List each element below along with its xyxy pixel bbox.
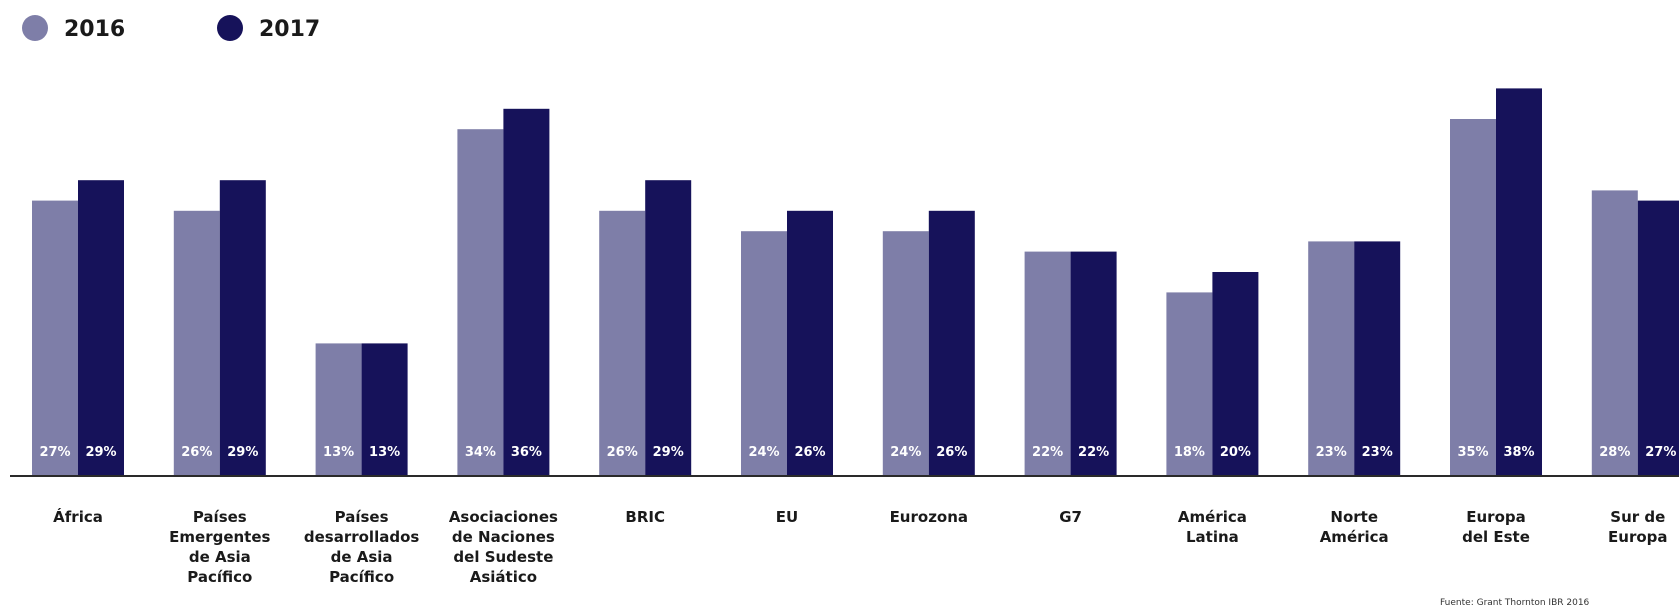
legend-label-2016: 2016: [64, 17, 125, 42]
category-label: África: [53, 507, 103, 526]
bar-value-label: 34%: [465, 445, 496, 460]
bar-value-label: 27%: [1645, 445, 1676, 460]
bar-2016-1: [173, 210, 220, 477]
bar-value-label: 29%: [227, 445, 258, 460]
bar-2017-3: [503, 108, 550, 477]
bar-2016-3: [457, 129, 504, 476]
bar-value-label: 26%: [794, 445, 825, 460]
bar-2016-10: [1450, 119, 1496, 476]
category-label: Países desarrollados de Asia Pacífico: [304, 508, 420, 586]
category-label: G7: [1059, 508, 1082, 526]
bar-2016-2: [315, 343, 362, 476]
bar-value-label: 29%: [653, 445, 684, 460]
category-label: BRIC: [625, 508, 665, 526]
bar-value-label: 26%: [607, 445, 638, 460]
bar-2017-7: [1070, 251, 1117, 476]
bar-value-label: 35%: [1457, 445, 1488, 460]
source-note: Fuente: Grant Thornton IBR 2016: [1440, 598, 1590, 608]
category-label: Asociaciones de Naciones del Sudeste Asiáti…: [449, 508, 558, 586]
bar-value-label: 38%: [1503, 445, 1534, 460]
bar-2017-8: [1212, 272, 1259, 476]
legend: 2016 2017: [22, 15, 320, 42]
bar-2016-11: [1591, 190, 1638, 476]
bar-2017-0: [78, 180, 124, 476]
bar-value-label: 26%: [936, 445, 967, 460]
bar-value-label: 27%: [39, 445, 70, 460]
bar-2017-6: [928, 210, 975, 477]
bar-2017-10: [1496, 88, 1542, 477]
bar-2016-4: [599, 210, 646, 477]
category-labels: África Países Emergentes de Asia Pacífico Paí…: [53, 507, 1667, 586]
bar-2016-5: [741, 231, 787, 476]
bars-group: 27% 29% 26% 29% 13% 13% 34% 36% 26% 29% 24% 26% 24% 2…: [32, 88, 1679, 477]
bar-value-label: 18%: [1174, 445, 1205, 460]
bar-value-label: 22%: [1078, 445, 1109, 460]
bar-2017-4: [645, 180, 692, 476]
category-label: Eurozona: [890, 508, 968, 526]
bar-2017-1: [219, 180, 266, 476]
bar-value-label: 22%: [1032, 445, 1063, 460]
category-label: Norte América: [1320, 508, 1389, 546]
legend-swatch-2017: [217, 15, 243, 41]
bar-2017-9: [1354, 241, 1401, 476]
bar-value-label: 26%: [181, 445, 212, 460]
bar-2016-6: [882, 231, 929, 476]
legend-label-2017: 2017: [259, 17, 320, 42]
bar-2017-11: [1637, 200, 1679, 476]
category-label: Sur de Europa: [1608, 508, 1668, 546]
category-label: Países Emergentes de Asia Pacífico: [169, 508, 270, 586]
bar-value-label: 23%: [1362, 445, 1393, 460]
bar-2016-9: [1308, 241, 1355, 476]
bar-2016-8: [1166, 292, 1213, 476]
category-label: EU: [776, 508, 798, 526]
bar-value-label: 29%: [85, 445, 116, 460]
bar-2016-0: [32, 200, 78, 476]
bar-value-label: 36%: [511, 445, 542, 460]
bar-2016-7: [1024, 251, 1071, 476]
bar-value-label: 20%: [1220, 445, 1251, 460]
category-label: Europa del Este: [1462, 508, 1530, 546]
bar-2017-5: [787, 210, 833, 477]
bar-value-label: 23%: [1316, 445, 1347, 460]
bar-value-label: 28%: [1599, 445, 1630, 460]
bar-2017-2: [361, 343, 408, 476]
bar-value-label: 13%: [323, 445, 354, 460]
legend-swatch-2016: [22, 15, 48, 41]
category-label: América Latina: [1178, 508, 1247, 546]
bar-value-label: 24%: [748, 445, 779, 460]
bar-value-label: 24%: [890, 445, 921, 460]
bar-value-label: 13%: [369, 445, 400, 460]
